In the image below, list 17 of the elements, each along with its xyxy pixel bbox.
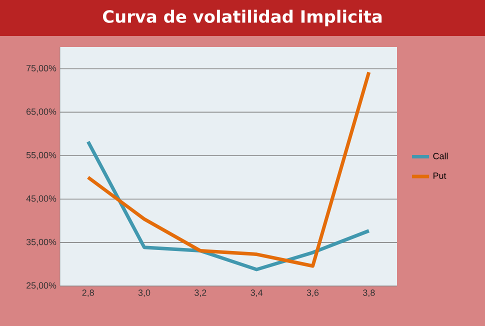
x-tick-label: 3,6 [306,290,319,297]
line-series [86,140,371,272]
legend-label: Put [434,172,446,179]
y-tick-label: 65,00% [26,108,56,116]
line-series [86,70,371,268]
x-tick-label: 3,4 [250,290,263,297]
x-tick-label: 3,0 [138,290,150,297]
x-tick-label: 3,8 [363,290,375,297]
chart-title: Curva de volatilidad Implicita [102,10,382,26]
y-tick-label: 55,00% [26,152,56,160]
legend-label: Call [433,152,448,160]
y-tick-label: 35,00% [26,238,56,246]
y-tick-label: 45,00% [26,195,56,203]
y-tick-label: 25,00% [26,282,56,290]
x-tick-label: 2,8 [82,290,94,297]
x-tick-label: 3,2 [194,290,206,297]
y-tick-label: 75,00% [26,65,56,72]
